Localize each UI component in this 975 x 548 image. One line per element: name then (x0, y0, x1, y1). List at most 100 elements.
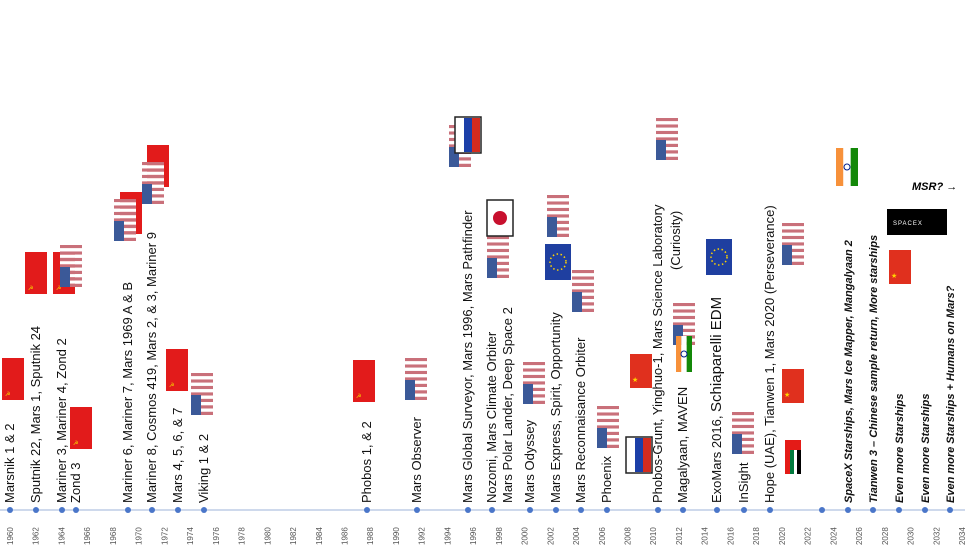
mission-label: ExoMars 2016, Schiaparelli EDM (708, 297, 725, 503)
mission-dot (175, 507, 181, 513)
year-label: 1982 (289, 527, 298, 545)
flag-part (114, 237, 136, 241)
flag-part (114, 234, 136, 238)
flag-part (836, 148, 844, 186)
flag-part (191, 395, 201, 415)
flag-part (782, 248, 804, 253)
flag-part (572, 305, 594, 309)
flag-part (142, 181, 164, 185)
flag-part (597, 431, 619, 436)
flag-part (597, 406, 619, 410)
flag-part (60, 283, 82, 287)
flag-part (656, 140, 666, 160)
flag-part (142, 162, 164, 166)
year-label: 2012 (675, 527, 684, 545)
flag-part (523, 394, 545, 398)
mission-label: Phobos 1, & 2 (359, 421, 374, 503)
flag-part (656, 147, 678, 151)
year-label: 2030 (907, 527, 916, 545)
flag-part (191, 385, 213, 390)
flag-part (673, 306, 695, 310)
flag-part (523, 371, 545, 375)
flag-part (597, 422, 619, 426)
flag-part (797, 450, 801, 474)
flag-part (572, 282, 594, 287)
flag-part (114, 205, 136, 209)
mission-dot (680, 507, 686, 513)
mission-dot (947, 507, 953, 513)
flag-part (732, 434, 742, 454)
year-label: 2018 (752, 527, 761, 545)
flag-part (114, 215, 136, 219)
flag-part (782, 223, 804, 227)
year-label: 2024 (829, 527, 838, 545)
flag-part (656, 127, 678, 131)
flag-part (732, 415, 754, 419)
year-label: 1964 (57, 527, 66, 545)
mission-dot (465, 507, 471, 513)
mission-dot (553, 507, 559, 513)
flag-part (656, 121, 678, 125)
flag-part (523, 391, 545, 395)
mission-label: Phobos-Grunt, Yinghuo-1, Mars Science La… (650, 204, 665, 503)
flag-part (405, 383, 427, 388)
mission-label: Mars 4, 5, 6, & 7 (170, 408, 185, 503)
flag-part (487, 261, 509, 266)
flag-part (142, 178, 164, 182)
msr-label: MSR? → (912, 181, 957, 193)
flag-part: ☭ (356, 393, 361, 400)
flag-part (142, 200, 164, 204)
mission-label: Mars Polar Lander, Deep Space 2 (500, 307, 515, 503)
flag-part (142, 194, 164, 198)
mission-dot (922, 507, 928, 513)
flag-part (142, 165, 164, 169)
flag-part (782, 226, 804, 230)
flag-part (547, 195, 569, 199)
flag-part (732, 412, 754, 416)
flag-part (547, 217, 569, 221)
flag-part (405, 361, 427, 365)
mission-dot (714, 507, 720, 513)
flag-part (782, 245, 804, 249)
flag-part (843, 163, 851, 171)
flag-part (449, 147, 459, 167)
year-label: 1988 (366, 527, 375, 545)
flag-part (572, 273, 594, 277)
flag-part (850, 148, 858, 186)
mission-dot (604, 507, 610, 513)
flag-part (547, 198, 569, 202)
flag-part (656, 156, 678, 160)
flag-part (405, 396, 427, 400)
flag-part: ☭ (5, 391, 10, 398)
year-label: 2010 (649, 527, 658, 545)
flag-part (487, 265, 509, 269)
mission-label: Nozomi, Mars Climate Orbiter (484, 331, 499, 503)
flag-part: SPACEX (893, 221, 923, 227)
flag-part (114, 231, 136, 235)
flag-part (191, 398, 213, 403)
mission-dot (819, 507, 825, 513)
flag-part (597, 441, 619, 445)
flag-part (191, 382, 213, 386)
flag-part (547, 233, 569, 237)
flag-part (523, 381, 545, 385)
mission-label: Mars Global Surveyor, Mars 1996, Mars Pa… (460, 210, 475, 503)
flag-part (547, 201, 569, 205)
flag-part (597, 418, 619, 423)
year-label: 1970 (135, 527, 144, 545)
flag-part (597, 428, 607, 448)
flag-part (523, 384, 545, 388)
mission-label: Magalyaan, MAVEN (675, 387, 690, 503)
mission-dot (73, 507, 79, 513)
flag-part (60, 267, 70, 287)
flag-part: ☭ (169, 382, 174, 389)
flag-part (706, 239, 732, 275)
flag-part (673, 309, 695, 313)
flag-part (487, 258, 497, 278)
flag-part (656, 137, 678, 141)
year-label: 1980 (263, 527, 272, 545)
flag-part (547, 224, 569, 228)
mission-dot (125, 507, 131, 513)
mission-label: Phoenix (599, 456, 614, 503)
